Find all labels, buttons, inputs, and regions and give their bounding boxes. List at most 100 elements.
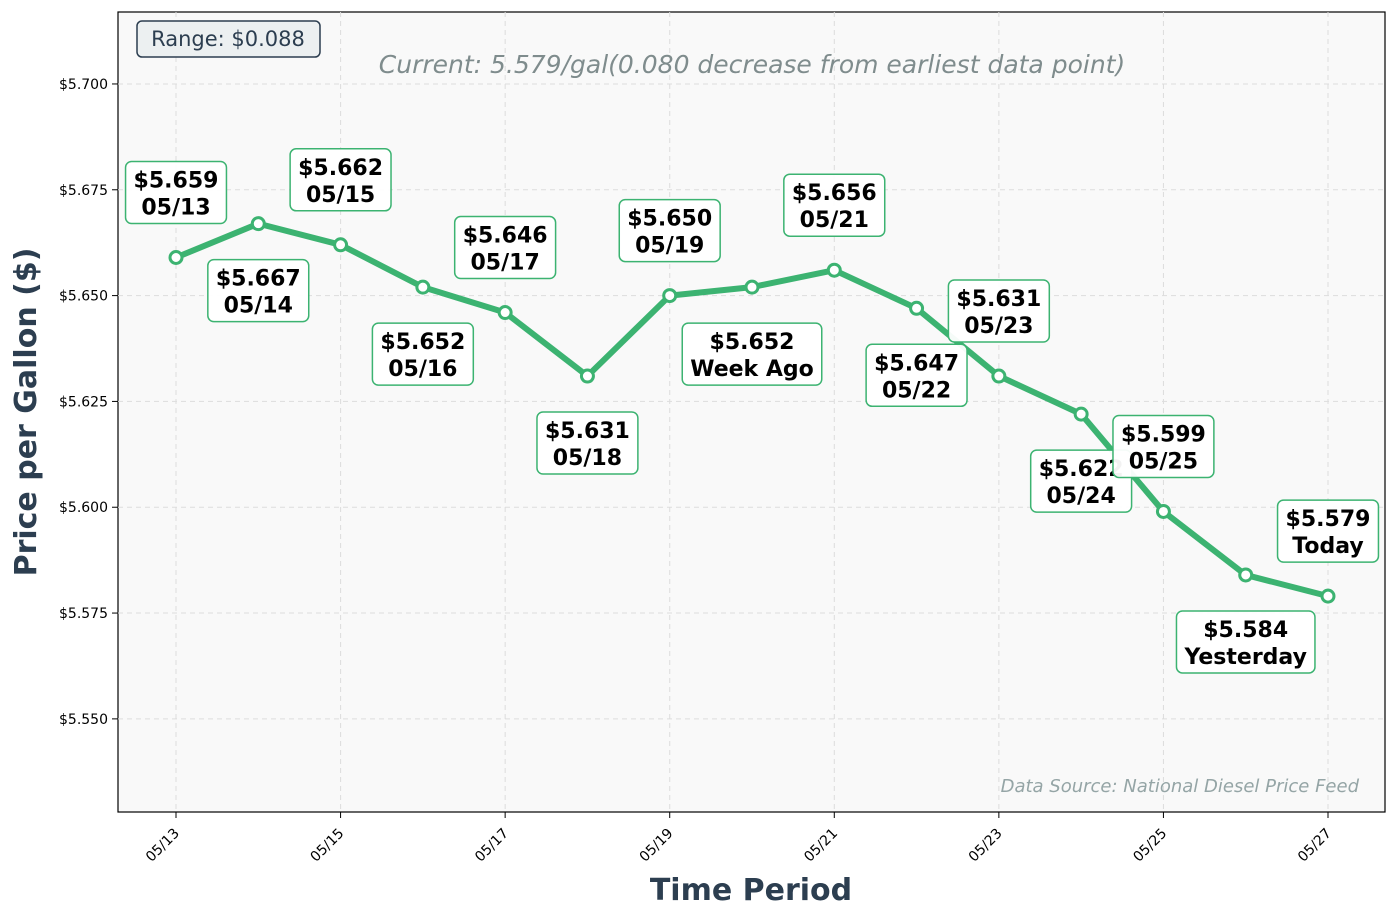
annotation-box: [536, 411, 639, 475]
data-point: [991, 368, 1007, 384]
y-tick-label: $5.600: [59, 500, 108, 516]
data-source-note: Data Source: National Diesel Price Feed: [1001, 776, 1360, 797]
annotation-price: $5.631: [545, 419, 630, 444]
point-annotations: $5.65905/13$5.66705/14$5.66205/15$5.6520…: [124, 148, 1380, 674]
annotation-date: Yesterday: [1183, 645, 1306, 670]
annotation-box: [1175, 610, 1316, 674]
annotation-price: $5.631: [956, 287, 1041, 312]
y-axis-ticks: $5.550 $5.575 $5.600 $5.625 $5.650 $5.675 $5.7…: [59, 77, 118, 728]
annotation-box: [783, 173, 886, 237]
y-axis-title: Price per Gallon ($): [9, 248, 44, 577]
range-label: Range: $0.088: [151, 27, 305, 51]
range-box: Range: $0.088: [136, 20, 321, 58]
annotation-box: [681, 322, 823, 386]
annotation-box: [865, 343, 968, 408]
chart-subtitle: Current: 5.579/gal(0.080 decrease from e…: [379, 50, 1125, 79]
annotation-box: [453, 215, 557, 280]
y-tick-label: $5.675: [59, 183, 108, 199]
x-tick-label: 05/27: [1295, 826, 1335, 866]
annotation-price: $5.659: [134, 169, 219, 194]
annotation-date: 05/25: [1129, 449, 1198, 474]
annotation-date: 05/14: [224, 294, 293, 319]
data-point: [662, 288, 678, 304]
annotation-date: 05/17: [471, 251, 540, 276]
data-point: [415, 279, 431, 295]
annotation-price: $5.579: [1286, 507, 1371, 532]
data-point: [744, 279, 760, 295]
x-axis-title: Time Period: [650, 873, 852, 908]
data-point: [1238, 567, 1254, 583]
data-point: [497, 305, 513, 321]
annotation-box: [371, 322, 475, 386]
y-tick-label: $5.650: [59, 289, 108, 305]
annotation-date: 05/24: [1047, 484, 1116, 509]
annotation-price: $5.650: [627, 207, 712, 232]
annotation-price: $5.622: [1039, 457, 1124, 482]
annotation-price: $5.646: [463, 224, 548, 249]
annotation-box: [1112, 414, 1215, 479]
annotation-box: [947, 279, 1051, 343]
data-point: [579, 368, 595, 384]
annotation-box: [1029, 449, 1133, 513]
y-tick-label: $5.625: [59, 394, 108, 410]
annotation-box: [207, 258, 310, 323]
annotation-box: [618, 198, 721, 263]
x-tick-label: 05/17: [472, 826, 512, 866]
annotation-box: [289, 148, 392, 212]
annotation-price: $5.662: [298, 156, 383, 181]
data-point: [909, 300, 925, 316]
y-tick-label: $5.700: [59, 77, 108, 93]
x-tick-label: 05/19: [637, 826, 677, 866]
annotation-price: $5.652: [710, 330, 795, 355]
x-tick-label: 05/15: [308, 826, 348, 866]
x-tick-label: 05/13: [143, 826, 183, 866]
data-point: [826, 262, 842, 278]
annotation-price: $5.584: [1203, 618, 1288, 643]
annotation-box: [1276, 499, 1380, 563]
annotation-price: $5.652: [380, 330, 465, 355]
data-point: [1073, 406, 1089, 422]
annotation-date: 05/16: [388, 357, 457, 382]
y-tick-label: $5.550: [59, 712, 108, 728]
annotation-date: 05/13: [141, 196, 210, 221]
range-box-background: [136, 20, 321, 58]
annotation-date: 05/18: [553, 446, 622, 471]
annotation-date: 05/23: [964, 314, 1033, 339]
annotation-date: 05/22: [882, 378, 951, 403]
x-tick-label: 05/23: [966, 826, 1006, 866]
data-point: [168, 250, 184, 266]
y-tick-label: $5.575: [59, 606, 108, 622]
data-point: [333, 237, 349, 253]
annotation-date: Week Ago: [690, 357, 814, 382]
annotation-date: 05/19: [635, 234, 704, 259]
price-series: [168, 216, 1336, 604]
data-point: [250, 216, 266, 232]
annotation-price: $5.647: [874, 351, 959, 376]
annotation-price: $5.656: [792, 181, 877, 206]
data-point: [1155, 503, 1171, 519]
annotation-price: $5.667: [216, 267, 301, 292]
annotation-date: 05/15: [306, 183, 375, 208]
x-axis-ticks: 05/13 05/15 05/17 05/19 05/21 05/23 05/25 05/27: [143, 812, 1335, 865]
x-tick-label: 05/25: [1130, 826, 1170, 866]
annotation-price: $5.599: [1121, 422, 1206, 447]
annotation-date: Today: [1292, 534, 1363, 559]
plot-area: [117, 11, 1386, 813]
x-tick-label: 05/21: [801, 826, 841, 866]
data-point: [1320, 588, 1336, 604]
